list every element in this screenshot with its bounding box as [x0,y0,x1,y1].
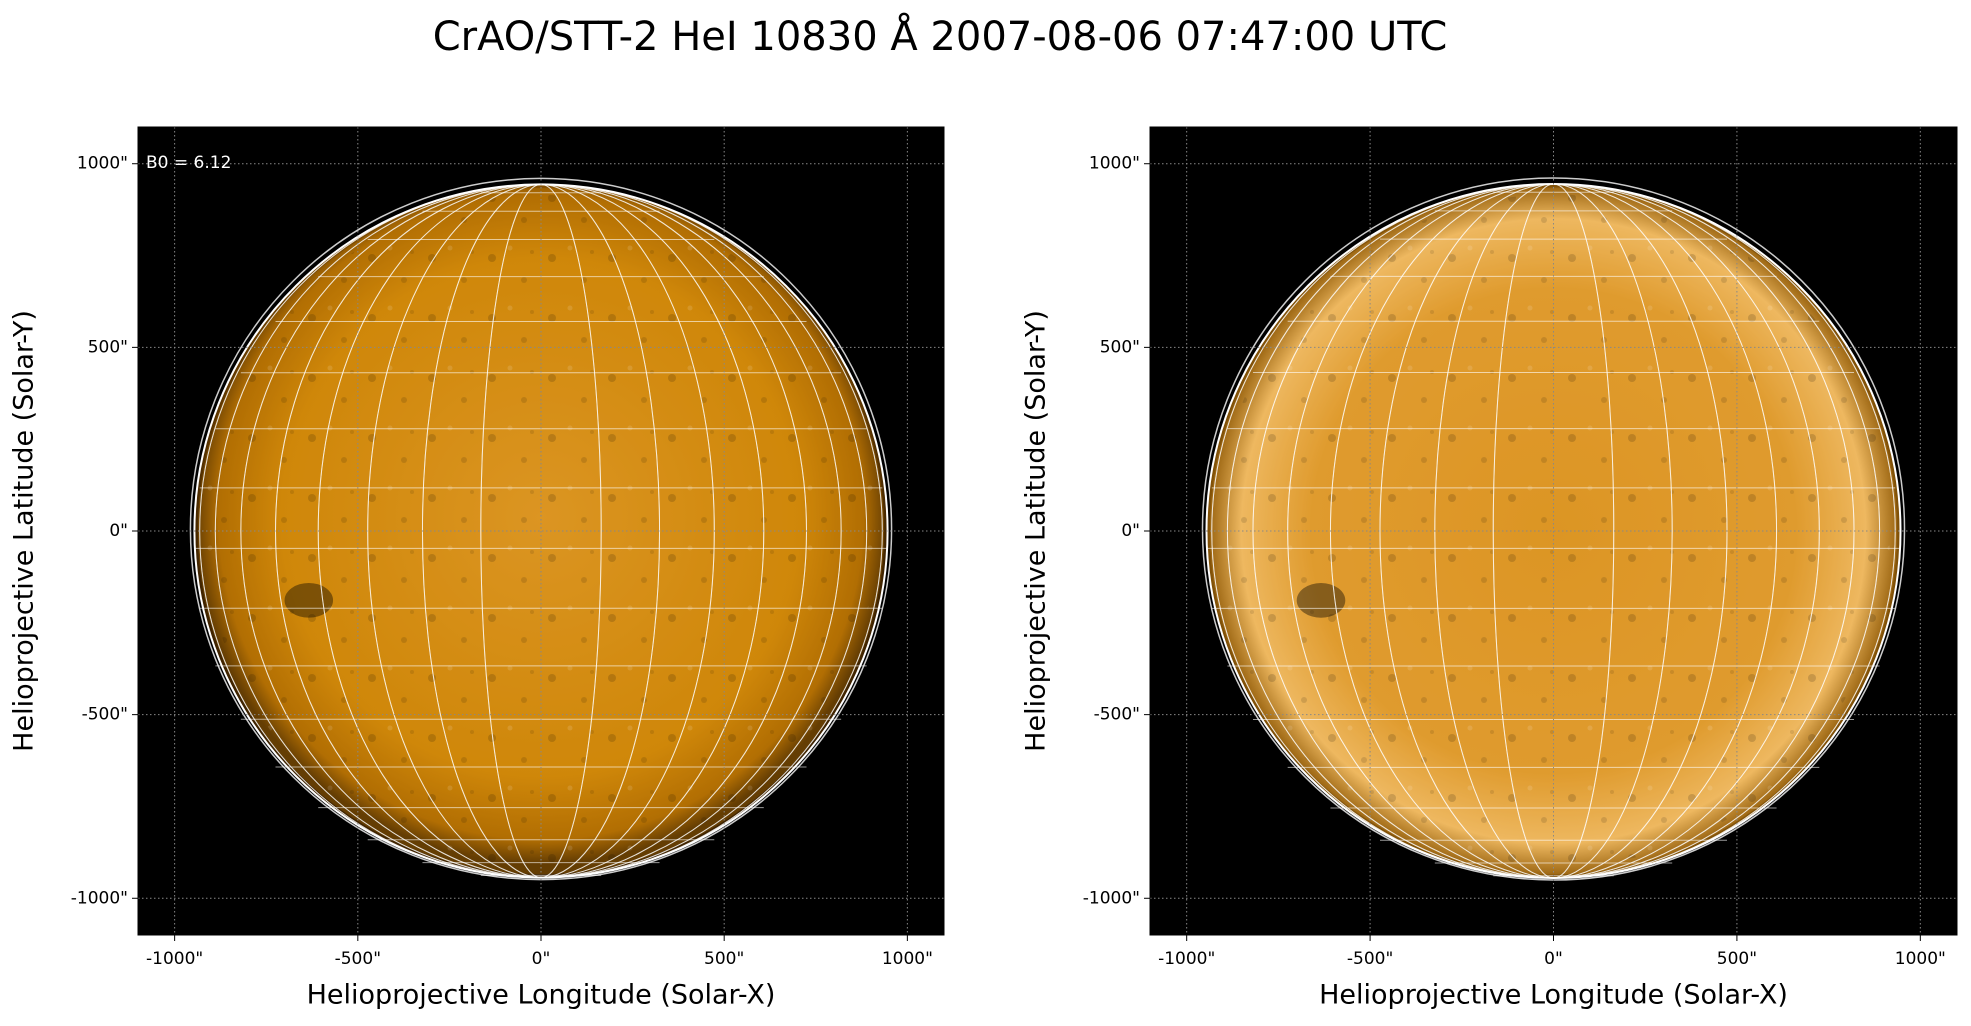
y-tick-label: 1000" [1089,154,1140,174]
x-tick-label: -500" [335,949,381,969]
figure-title: CrAO/STT-2 HeI 10830 Å 2007-08-06 07:47:… [433,12,1448,60]
plot-frame [137,126,945,936]
x-axis-label: Helioprojective Longitude (Solar-X) [1319,980,1788,1011]
dark-region [284,582,334,618]
y-axis-label: Helioprojective Latitude (Solar-Y) [9,310,40,752]
dark-region [1296,583,1346,618]
y-tick-label: -1000" [71,888,128,908]
y-tick-label: 1000" [77,154,128,174]
x-tick-label: 1000" [882,949,933,969]
y-tick-label: 500" [88,337,128,357]
x-tick-label: 0" [1544,949,1563,969]
y-tick-label: -1000" [1083,888,1140,908]
y-tick-label: -500" [1094,705,1140,725]
annotation: B0 = 6.12 [146,153,231,173]
x-tick-label: -1000" [146,949,203,969]
y-tick-label: -500" [82,705,128,725]
x-tick-label: 500" [1717,949,1757,969]
x-tick-label: 500" [704,949,744,969]
x-tick-label: -1000" [1158,949,1215,969]
plot-frame [1149,126,1958,936]
x-tick-label: 0" [532,949,551,969]
x-tick-label: 1000" [1895,949,1946,969]
x-tick-label: -500" [1347,949,1393,969]
y-tick-label: 0" [1121,521,1140,541]
x-axis-label: Helioprojective Longitude (Solar-X) [307,980,776,1011]
y-tick-label: 0" [109,521,128,541]
y-axis-label: Helioprojective Latitude (Solar-Y) [1021,310,1052,752]
y-tick-label: 500" [1100,337,1140,357]
